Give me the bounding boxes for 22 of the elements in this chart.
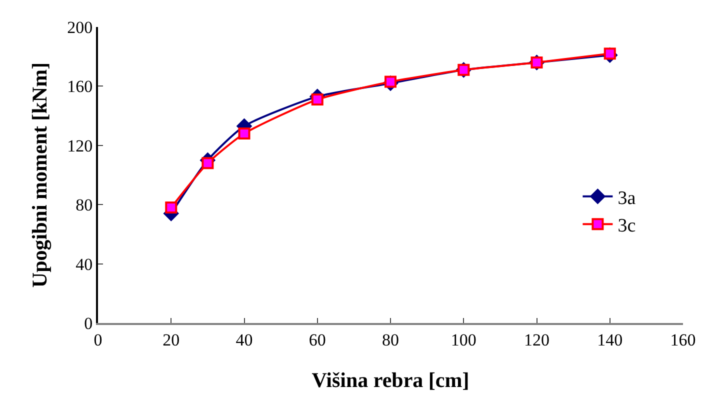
point [238,128,250,140]
legend-label: 3c [618,215,636,236]
x-tick-label: 120 [524,330,550,350]
y-tick-label: 120 [67,136,93,156]
x-tick-label: 20 [162,330,180,350]
y-tick-label: 40 [76,254,93,274]
point [202,157,214,170]
x-tick-label: 100 [450,330,476,350]
y-tick-label: 0 [84,314,93,333]
x-tick-label: 160 [670,330,696,350]
y-tick-label: 160 [67,77,93,96]
legend-label: 3a [618,188,636,209]
x-axis-title: Višina rebra [cm] [312,368,470,392]
x-tick-label: 40 [236,330,253,350]
x-tick-label: 80 [382,330,399,350]
y-tick-label: 80 [76,196,93,215]
point [165,202,178,214]
x-tick-label: 60 [308,330,326,350]
point [311,94,324,106]
y-axis-title: Upogibni moment [kNm] [28,62,52,288]
y-tick-label: 200 [67,18,93,37]
x-tick-label: 140 [597,330,623,350]
